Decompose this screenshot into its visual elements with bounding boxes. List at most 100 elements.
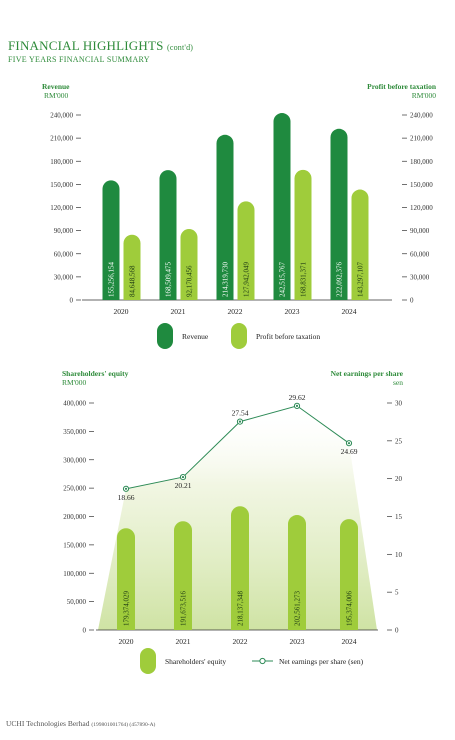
revenue-bar <box>273 113 291 300</box>
legend-swatch-profit <box>231 323 247 349</box>
c1-category-label: 2023 <box>285 307 300 316</box>
c2-right-tick-label: 20 <box>395 475 403 483</box>
c1-right-tick-label: 180,000 <box>410 158 433 166</box>
c2-right-tick-label: 0 <box>395 627 399 635</box>
revenue-data-label: 242,515,767 <box>279 262 287 298</box>
c1-left-axis-title: Revenue <box>42 82 70 91</box>
c1-category-label: 2024 <box>342 307 357 316</box>
equity-data-label: 191,673,516 <box>180 591 188 627</box>
equity-data-label: 179,374,029 <box>123 591 131 627</box>
legend-swatch-equity <box>140 648 156 674</box>
equity-bar <box>288 515 306 630</box>
c1-left-tick-label: 90,000 <box>54 227 74 235</box>
c1-right-tick-label: 120,000 <box>410 204 433 212</box>
c2-right-tick-label: 10 <box>395 551 403 559</box>
equity-bar <box>231 506 249 630</box>
profit-data-label: 92,170,456 <box>186 265 194 297</box>
legend-label-profit: Profit before taxation <box>256 332 320 341</box>
c1-category-label: 2022 <box>228 307 243 316</box>
c2-category-label: 2020 <box>119 637 134 646</box>
equity-data-label: 195,374,006 <box>346 591 354 627</box>
equity-bar <box>174 521 192 630</box>
eps-data-label: 24.69 <box>341 447 358 456</box>
revenue-data-label: 168,509,475 <box>165 262 173 298</box>
c1-left-axis-unit: RM'000 <box>44 91 69 100</box>
revenue-bar <box>330 128 348 300</box>
c1-right-tick-label: 60,000 <box>410 250 430 258</box>
legend-label-equity: Shareholders' equity <box>165 657 226 666</box>
page-header: FINANCIAL HIGHLIGHTS (cont'd) FIVE YEARS… <box>8 38 193 64</box>
revenue-data-label: 155,256,154 <box>108 262 116 298</box>
c1-left-tick-label: 180,000 <box>50 158 73 166</box>
c2-left-tick-label: 200,000 <box>63 513 86 521</box>
eps-point-center <box>124 487 128 490</box>
c2-left-axis-title: Shareholders' equity <box>62 369 129 378</box>
c1-category-label: 2020 <box>114 307 129 316</box>
c1-right-tick-label: 0 <box>410 297 414 305</box>
c1-left-tick-label: 60,000 <box>54 250 74 258</box>
c2-left-tick-label: 150,000 <box>63 541 86 549</box>
c1-left-tick-label: 210,000 <box>50 135 73 143</box>
c1-right-tick-label: 210,000 <box>410 135 433 143</box>
eps-data-label: 20.21 <box>175 481 192 490</box>
c1-left-tick-label: 30,000 <box>54 273 74 281</box>
c2-left-tick-label: 100,000 <box>63 570 86 578</box>
c2-category-label: 2024 <box>342 637 357 646</box>
c1-right-axis-title: Profit before taxation <box>367 82 437 91</box>
c2-left-tick-label: 250,000 <box>63 485 86 493</box>
c2-left-tick-label: 400,000 <box>63 400 86 408</box>
c2-right-tick-label: 15 <box>395 513 403 521</box>
c2-right-tick-label: 25 <box>395 437 403 445</box>
eps-data-label: 29.62 <box>289 393 306 402</box>
c2-category-label: 2021 <box>176 637 191 646</box>
eps-point-center <box>347 442 351 445</box>
legend-label-eps: Net earnings per share (sen) <box>279 657 364 666</box>
legend-swatch-revenue <box>157 323 173 349</box>
profit-bar <box>351 189 369 300</box>
c1-category-label: 2021 <box>171 307 186 316</box>
c2-right-tick-label: 30 <box>395 400 403 408</box>
eps-point-center <box>238 420 242 423</box>
c1-right-tick-label: 240,000 <box>410 112 433 120</box>
equity-data-label: 218,137,348 <box>237 591 245 627</box>
legend-marker-eps <box>259 657 266 665</box>
profit-bar <box>180 228 198 300</box>
c1-right-axis-unit: RM'000 <box>412 91 437 100</box>
eps-data-label: 18.66 <box>118 493 135 502</box>
revenue-data-label: 222,092,376 <box>336 262 344 298</box>
eps-point-center <box>181 475 185 479</box>
c1-left-tick-label: 150,000 <box>50 181 73 189</box>
profit-data-label: 84,648,568 <box>129 265 137 297</box>
page-title: FINANCIAL HIGHLIGHTS (cont'd) <box>8 38 194 53</box>
c2-right-axis-unit: sen <box>393 378 403 387</box>
c2-left-axis-unit: RM'000 <box>62 378 87 387</box>
eps-point-center <box>295 404 299 407</box>
revenue-data-label: 214,319,730 <box>222 262 230 298</box>
equity-bar <box>117 528 135 630</box>
profit-bar <box>123 234 141 300</box>
profit-bar <box>294 169 312 300</box>
equity-bar <box>340 519 358 630</box>
c1-left-tick-label: 240,000 <box>50 112 73 120</box>
c1-left-tick-label: 120,000 <box>50 204 73 212</box>
c2-left-tick-label: 350,000 <box>63 428 86 436</box>
company-name: UCHI Technologies Berhad <box>6 719 90 728</box>
c2-left-tick-label: 0 <box>83 627 87 635</box>
legend-label-revenue: Revenue <box>182 332 209 341</box>
eps-data-label: 27.54 <box>232 409 249 418</box>
c1-right-tick-label: 30,000 <box>410 273 430 281</box>
c1-left-tick-label: 0 <box>70 297 74 305</box>
c2-category-label: 2023 <box>290 637 305 646</box>
c2-left-tick-label: 50,000 <box>67 598 87 606</box>
profit-data-label: 168,831,371 <box>300 262 308 298</box>
equity-data-label: 202,561,273 <box>294 591 302 627</box>
profit-data-label: 127,942,049 <box>243 262 251 298</box>
c2-category-label: 2022 <box>233 637 248 646</box>
profit-bar <box>237 201 255 300</box>
page-subtitle: FIVE YEARS FINANCIAL SUMMARY <box>8 55 150 64</box>
profit-data-label: 143,297,107 <box>357 262 365 298</box>
c2-right-axis-title: Net earnings per share <box>331 369 404 378</box>
revenue-bar <box>159 170 177 300</box>
